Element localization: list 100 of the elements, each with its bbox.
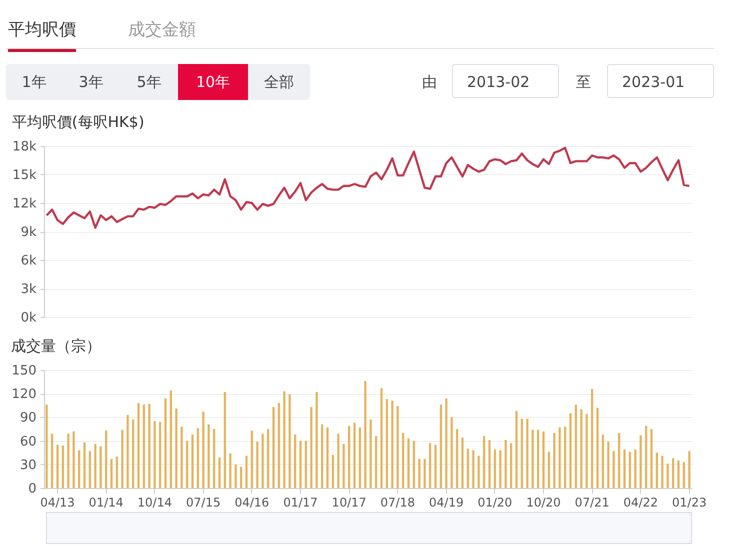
- bar: [78, 450, 80, 488]
- bar: [478, 456, 480, 488]
- bar: [105, 430, 108, 488]
- bar: [677, 460, 680, 488]
- text: 由: [422, 72, 437, 93]
- bar: [358, 427, 361, 488]
- bar: [304, 440, 307, 488]
- bar: [234, 464, 237, 488]
- bar: [586, 414, 588, 488]
- bar: [456, 429, 458, 488]
- bar: [316, 392, 318, 488]
- bar: [607, 442, 610, 488]
- bar: [310, 406, 312, 488]
- text: 2013-02: [452, 64, 559, 98]
- bar: [110, 458, 113, 488]
- bar: [488, 440, 491, 488]
- bar: [202, 412, 204, 488]
- bar: [67, 434, 70, 488]
- bar: [412, 440, 415, 488]
- bar: [353, 422, 356, 488]
- bar: [154, 421, 156, 488]
- bar: [661, 456, 664, 488]
- bar: [569, 413, 572, 488]
- y-tick-label: 12k: [12, 196, 37, 212]
- text: 1年: [20, 72, 48, 93]
- text: 至: [576, 72, 591, 93]
- x-tick-label: 10/17: [332, 496, 366, 510]
- bar: [256, 442, 258, 488]
- x-tick-label: 04/16: [234, 496, 270, 510]
- bar: [656, 452, 658, 488]
- bar: [51, 434, 54, 488]
- bar: [407, 438, 410, 488]
- x-tick-label: 04/13: [40, 496, 75, 510]
- y-tick-label: 9k: [20, 225, 37, 240]
- bar: [634, 449, 636, 488]
- bar: [250, 430, 253, 488]
- bar: [532, 430, 534, 488]
- x-tick-label: 07/18: [380, 496, 415, 510]
- bar: [623, 449, 626, 488]
- bar: [483, 436, 486, 488]
- bar: [591, 388, 594, 488]
- bar: [213, 429, 216, 488]
- bar: [278, 403, 280, 488]
- bar: [218, 457, 221, 488]
- chart-title: 成交量（宗）: [11, 337, 102, 355]
- bar: [515, 410, 518, 488]
- bar: [224, 392, 226, 488]
- y-tick-label: 3k: [20, 282, 37, 297]
- bar: [148, 404, 150, 488]
- bar: [142, 404, 145, 488]
- bar: [445, 398, 448, 488]
- bar: [267, 429, 270, 488]
- bar: [391, 400, 394, 488]
- bar: [342, 444, 345, 488]
- text: 3年: [78, 72, 104, 93]
- bar: [640, 435, 642, 488]
- y-tick-label: 18k: [12, 140, 37, 154]
- bar: [337, 434, 340, 488]
- text: 平均呎價: [8, 18, 76, 52]
- bar: [542, 431, 545, 488]
- bar: [650, 429, 653, 488]
- text: 2023-01: [607, 64, 714, 98]
- bar: [132, 420, 134, 488]
- bar: [159, 422, 162, 488]
- x-tick-label: 01/14: [88, 496, 124, 510]
- y-tick-label: 60: [20, 434, 36, 450]
- bar: [72, 431, 75, 488]
- y-tick-label: 0k: [20, 310, 37, 326]
- x-tick-label: 04/19: [429, 496, 464, 510]
- bar: [537, 430, 540, 488]
- y-tick-label: 30: [20, 458, 36, 473]
- bar: [299, 440, 302, 488]
- x-tick-label: 01/20: [478, 496, 512, 510]
- bar: [332, 454, 334, 488]
- bar: [499, 450, 502, 488]
- bar: [645, 426, 648, 488]
- bar: [666, 464, 669, 488]
- x-tick-label: 07/21: [574, 496, 610, 510]
- bar: [553, 432, 556, 488]
- bar: [348, 426, 350, 488]
- bar: [682, 462, 685, 488]
- bar: [672, 458, 674, 488]
- bar: [364, 381, 366, 488]
- bar: [450, 417, 453, 488]
- bar: [321, 424, 324, 488]
- bar: [612, 451, 615, 488]
- text: 5年: [136, 72, 162, 93]
- bar: [62, 446, 64, 488]
- bar: [245, 456, 248, 488]
- bar: [375, 436, 378, 488]
- bar: [240, 466, 242, 488]
- bar: [170, 390, 172, 488]
- bar: [429, 443, 432, 488]
- bar: [628, 452, 631, 488]
- bar: [94, 444, 96, 488]
- x-tick-label: 07/15: [186, 496, 221, 510]
- bar: [229, 453, 232, 488]
- x-tick-label: 01/23: [672, 496, 707, 510]
- x-tick-label: 01/17: [283, 496, 318, 510]
- bar: [688, 451, 690, 488]
